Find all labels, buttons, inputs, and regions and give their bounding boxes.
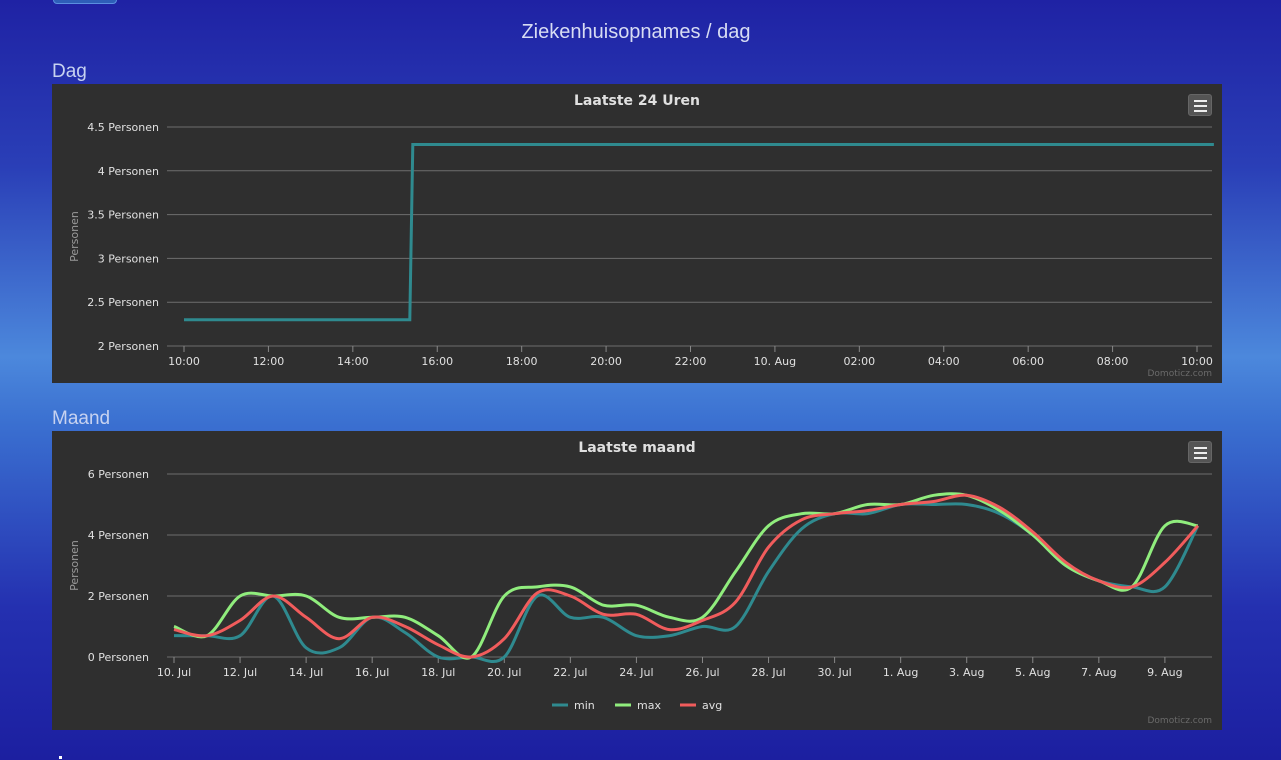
chart-month-xtick: 10. Jul [157,666,191,679]
chart-month-xtick: 5. Aug [1015,666,1050,679]
chart-month-panel: Laatste maand Personen 0 Personen 2 Persone… [52,431,1222,730]
chart-day-ytick: 4 Personen [98,165,159,178]
chart-day-menu-icon[interactable] [1188,94,1212,116]
bottom-marker [59,756,62,759]
chart-month-ytick: 0 Personen [88,651,149,664]
chart-month-xtick: 30. Jul [817,666,851,679]
page-title: Ziekenhuisopnames / dag [521,21,751,43]
chart-day-xtick: 10. Aug [754,355,796,368]
chart-month-xtick: 14. Jul [289,666,323,679]
chart-day-xtick: 04:00 [928,355,960,368]
section-label-month: Maand [52,408,111,429]
chart-month-xtick: 18. Jul [421,666,455,679]
chart-month-xtick: 12. Jul [223,666,257,679]
chart-day-xtick: 16:00 [421,355,453,368]
chart-month-xtick: 26. Jul [685,666,719,679]
chart-month-ytick: 4 Personen [88,529,149,542]
chart-month-xtick: 28. Jul [751,666,785,679]
credit-link[interactable]: Domoticz.com [1147,369,1213,379]
chart-day-xtick: 10:00 [168,355,200,368]
chart-month: Laatste maand Personen 0 Personen 2 Persone… [68,440,1212,712]
section-label-day: Dag [52,61,87,82]
chart-day-xtick: 06:00 [1012,355,1044,368]
chart-day-xtick: 08:00 [1097,355,1129,368]
chart-day-xtick: 22:00 [675,355,707,368]
chart-day-ytick: 4.5 Personen [87,121,159,134]
chart-day-panel: Laatste 24 Uren Personen 2 Personen 2.5 Per… [52,84,1222,383]
chart-day-xtick: 20:00 [590,355,622,368]
chart-day-ytick: 3.5 Personen [87,209,159,222]
chart-month-title: Laatste maand [578,440,695,456]
chart-month-ytick: 2 Personen [88,590,149,603]
legend-avg-label: avg [702,699,722,712]
chart-day-ytick: 3 Personen [98,252,159,265]
chart-month-ylabel: Personen [68,540,81,591]
top-tab[interactable] [53,0,117,4]
chart-month-xtick: 24. Jul [619,666,653,679]
legend-min-label: min [574,699,595,712]
chart-day-title: Laatste 24 Uren [574,93,700,109]
legend-max-label: max [637,699,661,712]
chart-day-xtick: 10:00 [1181,355,1213,368]
chart-month-menu-icon[interactable] [1188,441,1212,463]
chart-day: Laatste 24 Uren Personen 2 Personen 2.5 Per… [68,93,1214,368]
chart-day-xtick: 14:00 [337,355,369,368]
chart-month-xtick: 9. Aug [1147,666,1182,679]
chart-month-xtick: 20. Jul [487,666,521,679]
chart-month-xtick: 16. Jul [355,666,389,679]
chart-day-xtick: 18:00 [506,355,538,368]
chart-month-ytick: 6 Personen [88,468,149,481]
chart-day-ytick: 2.5 Personen [87,296,159,309]
chart-day-series-line [184,143,1214,322]
chart-month-series-avg [173,493,1200,659]
chart-month-xtick: 22. Jul [553,666,587,679]
credit-link[interactable]: Domoticz.com [1147,716,1213,726]
chart-day-ylabel: Personen [68,211,81,262]
chart-day-xtick: 02:00 [843,355,875,368]
chart-month-series-min [173,502,1200,663]
chart-day-xtick: 12:00 [253,355,285,368]
chart-month-xtick: 7. Aug [1081,666,1116,679]
chart-month-xtick: 3. Aug [949,666,984,679]
chart-month-xtick: 1. Aug [883,666,918,679]
chart-month-series-max [173,492,1199,660]
chart-day-ytick: 2 Personen [98,340,159,353]
